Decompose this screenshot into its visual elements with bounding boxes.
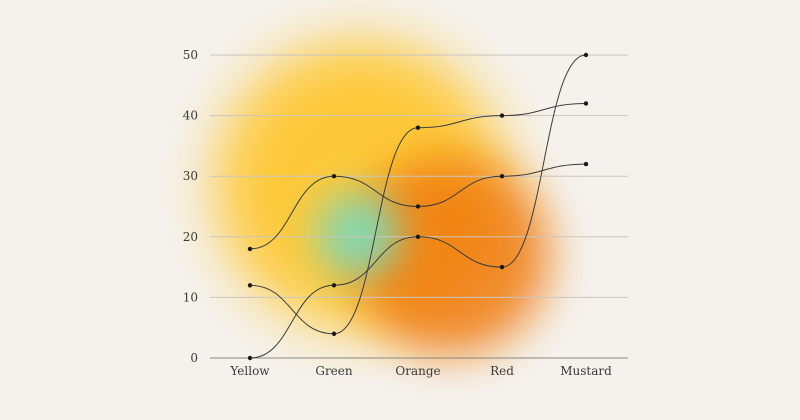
- data-point: [499, 264, 505, 270]
- orange-glow-blob: [350, 155, 550, 355]
- background-glow: [215, 40, 550, 355]
- data-point: [499, 113, 505, 118]
- data-point: [415, 125, 421, 130]
- x-tick-label: Orange: [395, 364, 440, 378]
- series-group: [247, 52, 589, 361]
- y-tick-label: 30: [183, 169, 198, 183]
- grid: [210, 54, 628, 359]
- data-point: [583, 161, 589, 167]
- data-point: [415, 234, 421, 239]
- y-tick-label: 50: [183, 48, 198, 62]
- y-tick-label: 40: [183, 109, 198, 123]
- series-line-2: [249, 102, 587, 335]
- series-line-1: [249, 163, 587, 250]
- data-point: [247, 355, 253, 361]
- x-tick-label: Red: [490, 364, 514, 378]
- data-point: [415, 204, 421, 209]
- data-point: [583, 52, 589, 58]
- x-tick-label: Green: [315, 364, 353, 378]
- data-point: [499, 174, 505, 179]
- data-point: [583, 101, 589, 106]
- data-point: [247, 246, 253, 252]
- data-point: [331, 174, 337, 179]
- data-point: [247, 283, 253, 288]
- y-axis-ticks: 0 10 20 30 40 50: [183, 48, 198, 365]
- x-tick-label: Mustard: [560, 364, 612, 378]
- y-tick-label: 10: [183, 290, 198, 304]
- y-tick-label: 0: [190, 351, 198, 365]
- mint-glow-blob: [316, 193, 400, 277]
- x-axis-ticks: Yellow Green Orange Red Mustard: [229, 364, 612, 378]
- data-point: [331, 283, 337, 288]
- data-point: [331, 331, 337, 336]
- x-tick-label: Yellow: [229, 364, 270, 378]
- series-line-3: [249, 54, 587, 359]
- y-tick-label: 20: [183, 230, 198, 244]
